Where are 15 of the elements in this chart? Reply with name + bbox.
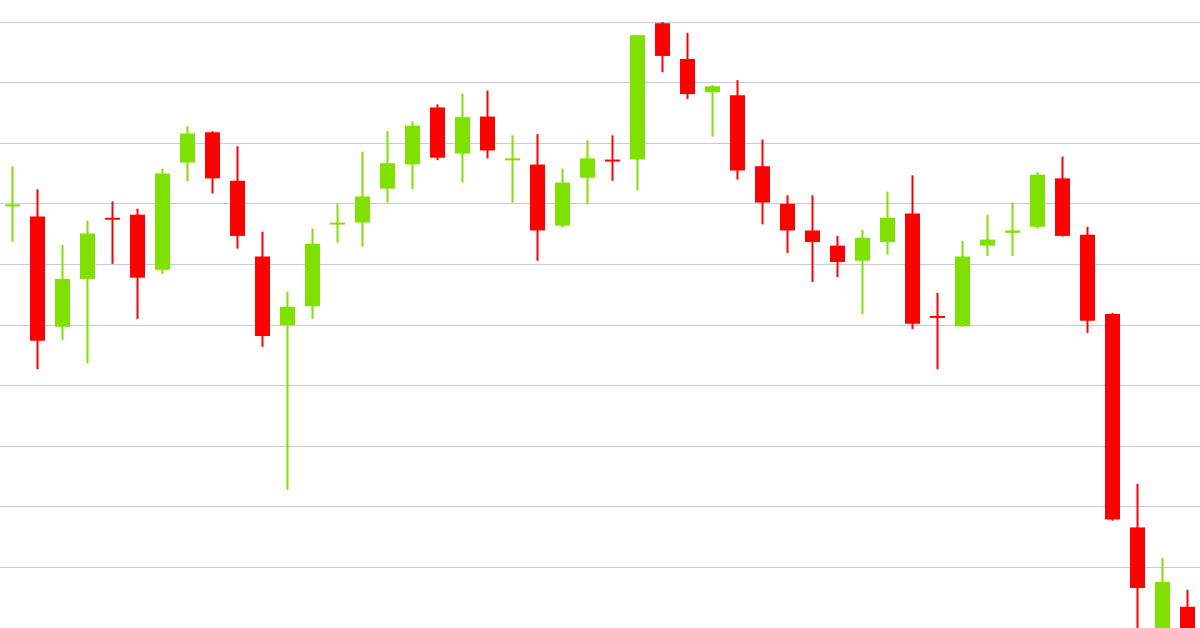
candlestick (280, 290, 295, 491)
candlestick (5, 165, 20, 243)
candlestick (855, 228, 870, 316)
candlestick (980, 213, 995, 257)
candlestick (580, 139, 595, 206)
candlestick (930, 291, 945, 371)
candlestick (330, 202, 345, 244)
candlestick (605, 134, 620, 182)
candlestick (830, 234, 845, 279)
candlestick (1180, 588, 1195, 628)
candlestick (705, 84, 720, 138)
candlestick (505, 134, 520, 204)
candlestick (1005, 201, 1020, 257)
candlestick (105, 200, 120, 265)
candlestick (805, 194, 820, 283)
